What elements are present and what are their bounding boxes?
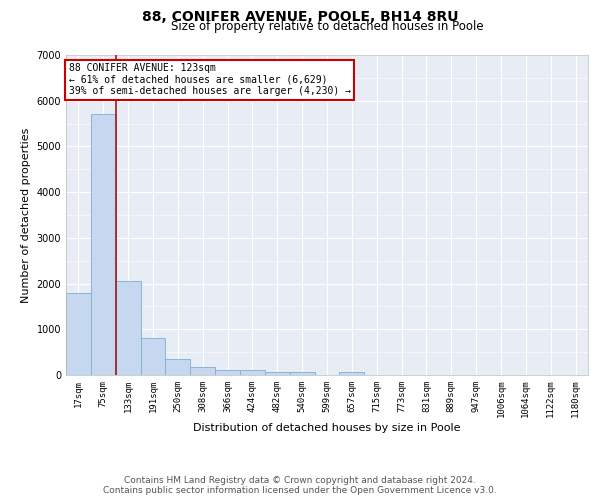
Bar [240, 370, 265, 375]
Title: Size of property relative to detached houses in Poole: Size of property relative to detached ho… [170, 20, 484, 33]
Bar [265, 372, 290, 375]
Text: 88 CONIFER AVENUE: 123sqm
← 61% of detached houses are smaller (6,629)
39% of se: 88 CONIFER AVENUE: 123sqm ← 61% of detac… [68, 63, 350, 96]
Bar [166, 360, 190, 375]
Bar [215, 370, 240, 375]
Bar [290, 372, 314, 375]
Bar [66, 292, 91, 375]
Text: Contains HM Land Registry data © Crown copyright and database right 2024.
Contai: Contains HM Land Registry data © Crown c… [103, 476, 497, 495]
Y-axis label: Number of detached properties: Number of detached properties [21, 128, 31, 302]
Bar [340, 372, 364, 375]
Bar [91, 114, 116, 375]
Bar [140, 338, 166, 375]
Bar [190, 367, 215, 375]
X-axis label: Distribution of detached houses by size in Poole: Distribution of detached houses by size … [193, 423, 461, 433]
Text: 88, CONIFER AVENUE, POOLE, BH14 8RU: 88, CONIFER AVENUE, POOLE, BH14 8RU [142, 10, 458, 24]
Bar [116, 282, 140, 375]
